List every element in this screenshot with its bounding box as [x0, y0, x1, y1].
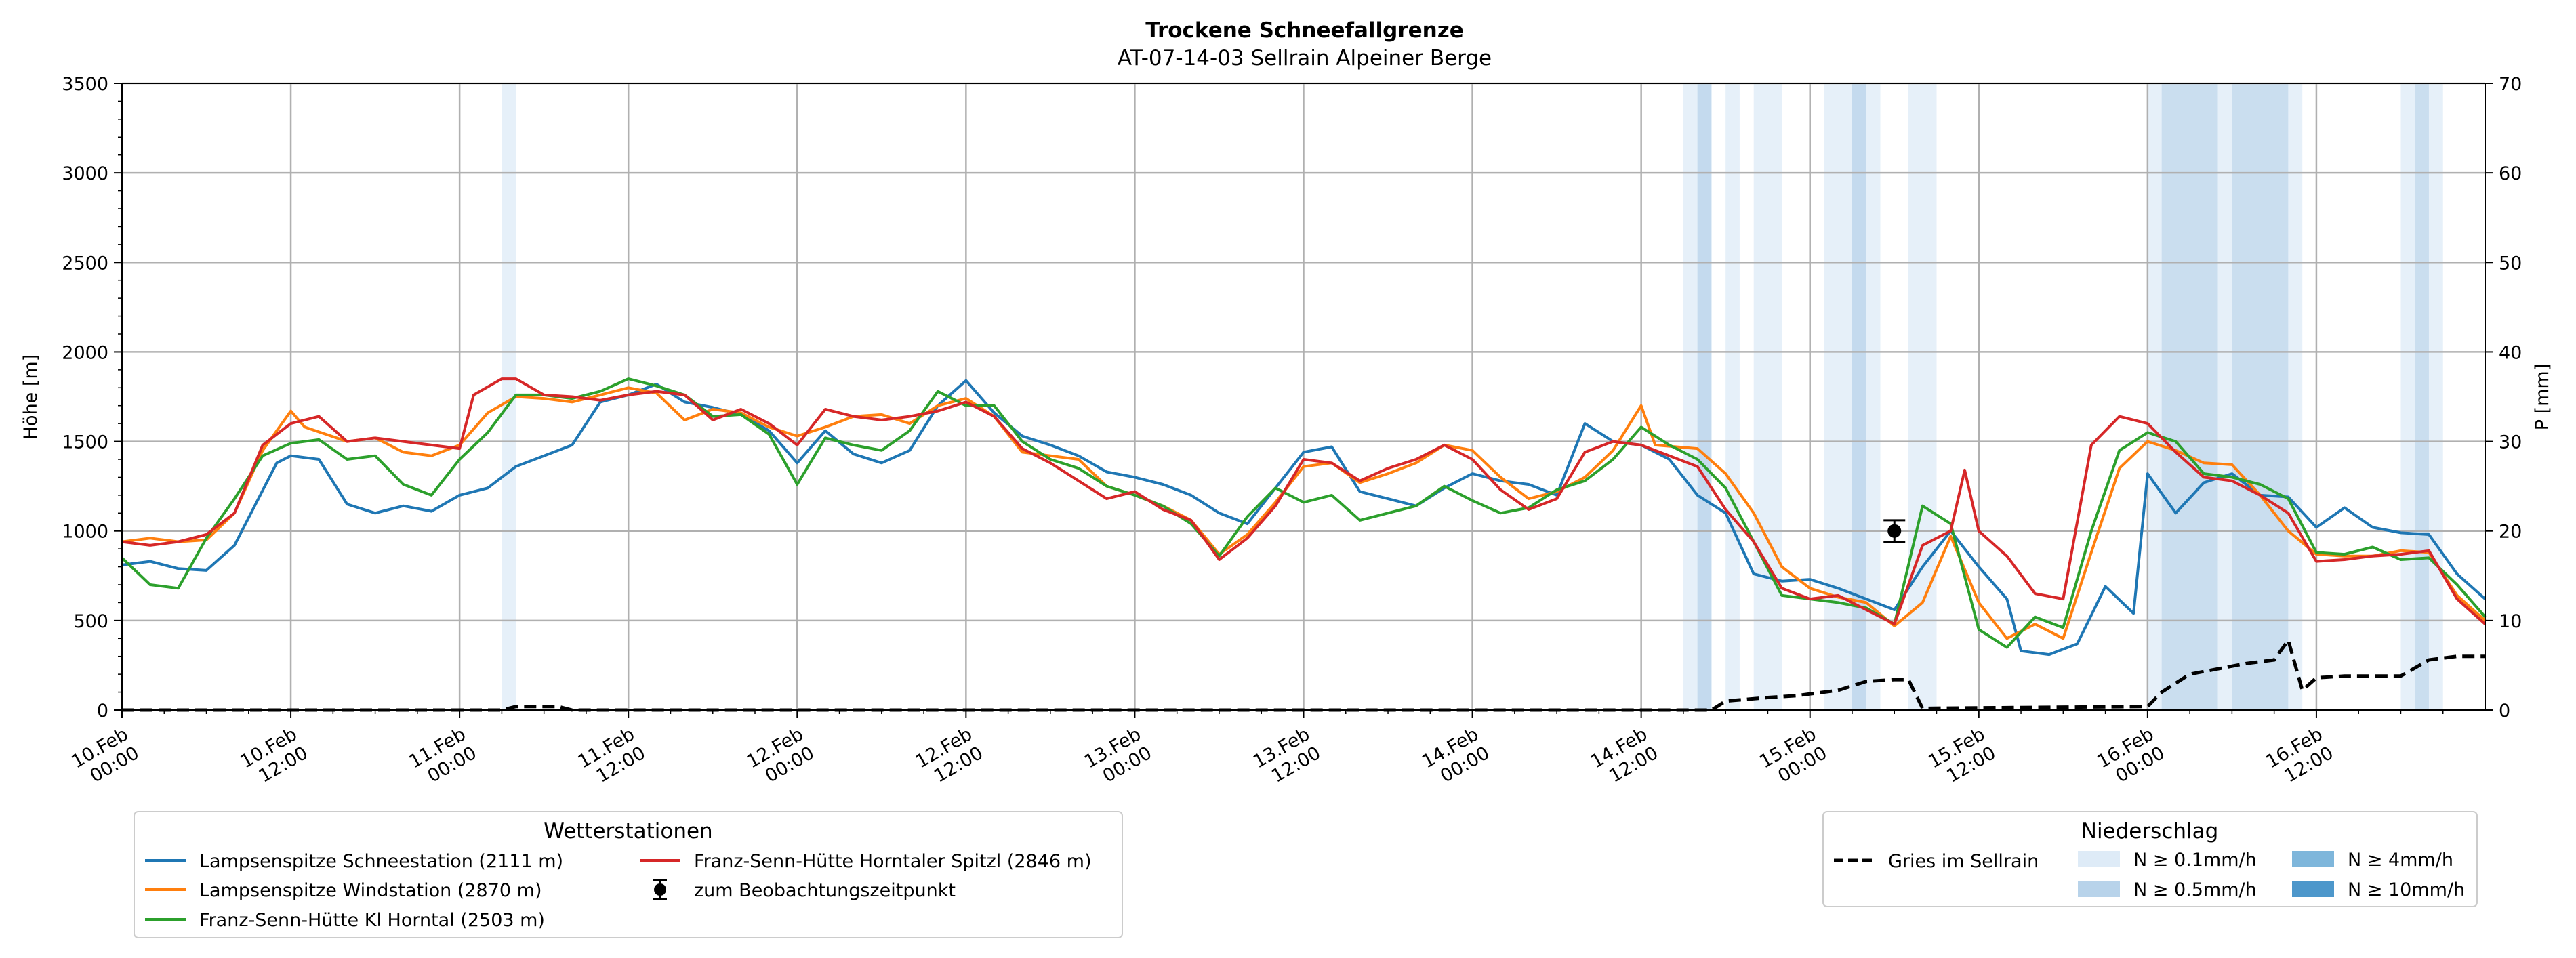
legend-precipitation: Niederschlag Gries im Sellrain N ≥ 0.1mm/…	[1822, 811, 2478, 907]
legend-stations: Wetterstationen Lampsenspitze Schneestat…	[134, 811, 1123, 938]
precip-band	[2428, 83, 2443, 710]
precip-band	[2400, 83, 2415, 710]
y-axis-left-ticks: 0 500 1000 1500 2000 2500 3000 3500	[62, 74, 122, 722]
y-tick-label: 3000	[62, 163, 108, 184]
y-tick-label: 1000	[62, 522, 108, 543]
y-right-tick-label: 30	[2499, 432, 2522, 453]
series-line-3	[121, 377, 2487, 649]
legend-level-label: N ≥ 0.1mm/h	[2133, 850, 2257, 871]
legend-label: Gries im Sellrain	[1888, 851, 2039, 872]
legend-level-label: N ≥ 10mm/h	[2348, 879, 2465, 900]
legend-obs-point	[654, 883, 666, 896]
y-axis-right-label: P [mm]	[2532, 364, 2553, 431]
chart-subtitle: AT-07-14-03 Sellrain Alpeiner Berge	[1118, 46, 1492, 70]
precip-band	[1697, 83, 1712, 710]
grid-lines	[121, 82, 2485, 711]
legend-level-swatch	[2078, 851, 2120, 867]
y-tick-label: 2500	[62, 253, 108, 274]
precip-band	[2161, 83, 2218, 710]
legend-label: Franz-Senn-Hütte Horntaler Spitzl (2846 …	[694, 851, 1092, 872]
legend-level-label: N ≥ 4mm/h	[2348, 850, 2453, 871]
precip-band	[2147, 83, 2162, 710]
precip-band	[2415, 83, 2429, 710]
chart-title: Trockene Schneefallgrenze	[1145, 18, 1464, 43]
y-right-tick-label: 70	[2499, 74, 2522, 95]
legend-level-label: N ≥ 0.5mm/h	[2133, 879, 2257, 900]
legend-stations-title: Wetterstationen	[544, 819, 712, 844]
y-tick-label: 3500	[62, 74, 108, 95]
precip-band	[1725, 83, 1740, 710]
legend-level-swatch	[2292, 881, 2334, 897]
y-axis-label: Höhe [m]	[20, 354, 41, 440]
legend-level-swatch	[2292, 851, 2334, 867]
y-axis-right-ticks: 0 10 20 30 40 50 60 70	[2485, 74, 2522, 722]
precip-band	[2217, 83, 2232, 710]
series-lines	[121, 377, 2487, 712]
y-tick-label: 500	[73, 611, 108, 632]
series-line-4	[121, 377, 2487, 626]
precip-band	[502, 83, 516, 710]
y-tick-label: 2000	[62, 342, 108, 363]
legend-precip-title: Niederschlag	[2081, 819, 2219, 844]
observation-point	[1887, 524, 1902, 538]
precip-band	[1852, 83, 1866, 710]
series-line-1	[121, 379, 2487, 657]
legend-label: zum Beobachtungszeitpunkt	[694, 880, 956, 901]
y-right-tick-label: 20	[2499, 522, 2522, 543]
y-right-tick-label: 60	[2499, 163, 2522, 184]
legend-level-swatch	[2078, 881, 2120, 897]
precip-band	[1908, 83, 1937, 710]
y-right-tick-label: 0	[2499, 701, 2510, 722]
legend-label: Lampsenspitze Schneestation (2111 m)	[199, 851, 563, 872]
y-right-tick-label: 40	[2499, 342, 2522, 363]
precip-band	[2232, 83, 2289, 710]
y-tick-label: 1500	[62, 432, 108, 453]
y-right-tick-label: 50	[2499, 253, 2522, 274]
observation-marker	[1883, 519, 1906, 543]
precip-band	[1753, 83, 1782, 710]
y-tick-label: 0	[97, 701, 108, 722]
y-right-tick-label: 10	[2499, 611, 2522, 632]
legend-label: Lampsenspitze Windstation (2870 m)	[199, 880, 542, 901]
legend-label: Franz-Senn-Hütte Kl Horntal (2503 m)	[199, 910, 545, 931]
precip-band	[2288, 83, 2303, 710]
